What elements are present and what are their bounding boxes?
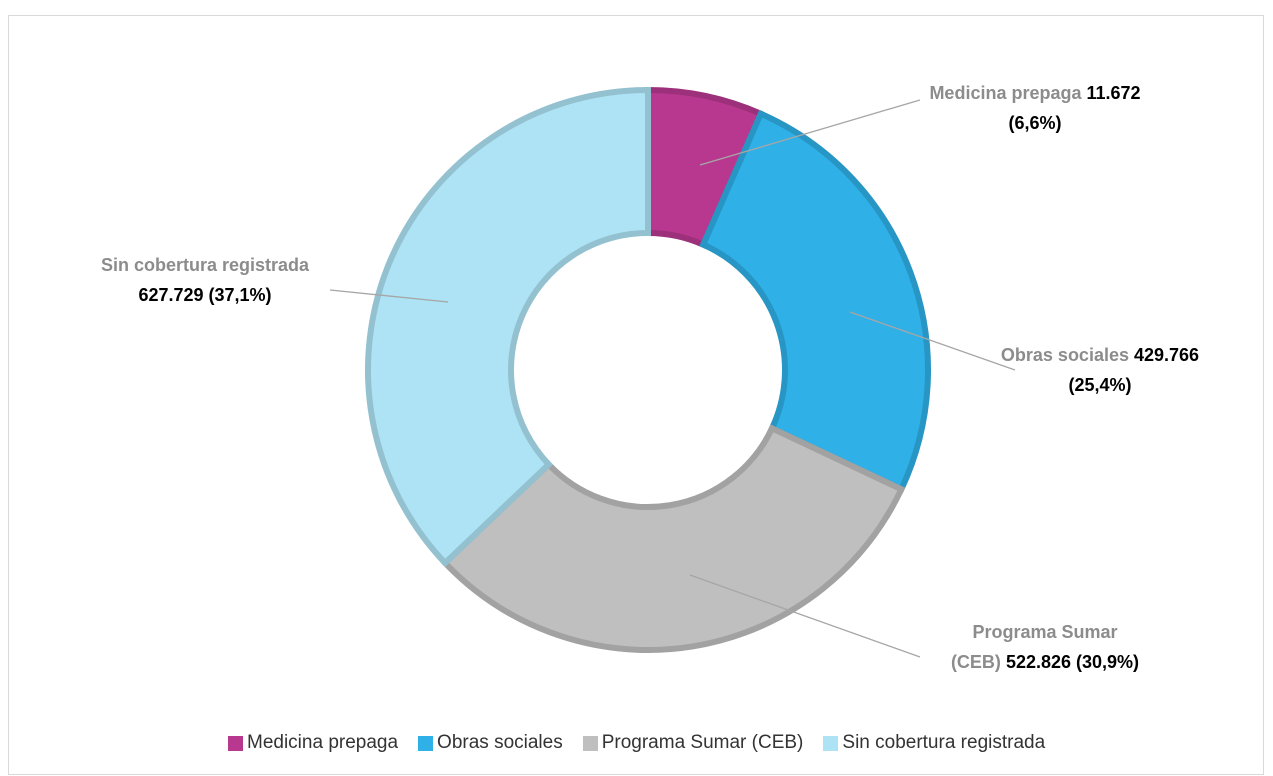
data-label: Obras sociales 429.766 (25,4%) <box>990 340 1210 400</box>
legend-item: Programa Sumar (CEB) <box>582 732 804 754</box>
legend-swatch <box>418 735 434 751</box>
legend-item: Medicina prepaga <box>228 732 398 754</box>
label-value: 11.672 (6,6%) <box>1008 83 1141 133</box>
label-value: 522.826 (30,9%) <box>1005 652 1140 672</box>
legend-swatch <box>582 735 598 751</box>
label-name: Programa Sumar (CEB) <box>950 622 1118 672</box>
legend: Medicina prepaga Obras sociales Programa S… <box>228 732 1045 754</box>
label-value: 429.766 (25,4%) <box>1068 345 1200 395</box>
data-label: Sin cobertura registrada 627.729 (37,1%) <box>100 250 310 310</box>
data-label: Medicina prepaga 11.672 (6,6%) <box>925 78 1145 138</box>
label-name: Sin cobertura registrada <box>100 255 310 275</box>
legend-label: Sin cobertura registrada <box>842 732 1046 753</box>
label-value: 627.729 (37,1%) <box>138 285 272 305</box>
chart-frame <box>8 15 1264 775</box>
leader-line <box>329 289 449 303</box>
leader-line <box>849 311 1016 371</box>
leader-line <box>689 574 921 658</box>
legend-item: Sin cobertura registrada <box>823 732 1045 754</box>
legend-swatch <box>228 735 243 751</box>
label-name: Medicina prepaga <box>929 83 1082 103</box>
legend-label: Obras sociales <box>437 732 563 753</box>
legend-item: Obras sociales <box>418 732 563 754</box>
legend-swatch <box>823 735 839 751</box>
donut-slice <box>440 424 906 653</box>
leader-line <box>699 99 921 166</box>
data-label: Programa Sumar (CEB) 522.826 (30,9%) <box>945 617 1145 677</box>
label-name: Obras sociales <box>1000 345 1129 365</box>
legend-label: Medicina prepaga <box>247 732 399 753</box>
legend-label: Programa Sumar (CEB) <box>601 732 804 753</box>
donut-slice <box>699 109 931 494</box>
donut-slice <box>365 86 651 568</box>
